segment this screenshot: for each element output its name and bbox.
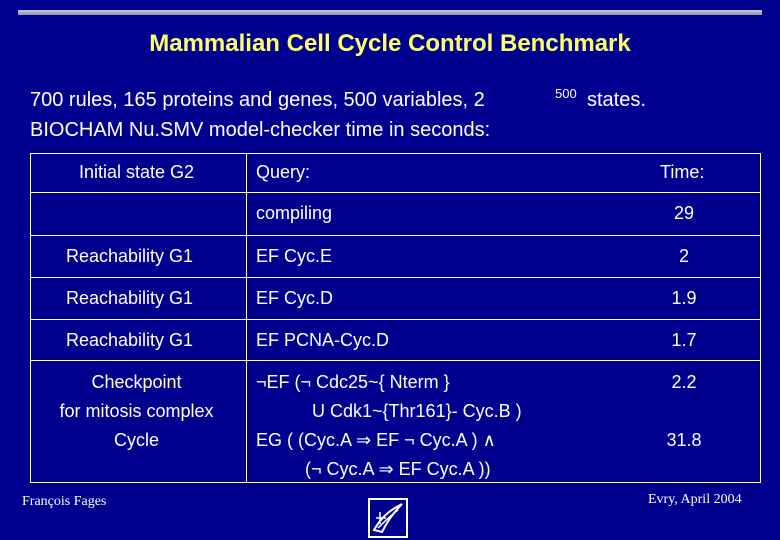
table-row-line	[30, 277, 761, 278]
time-cell: 2	[678, 246, 689, 266]
table-row-line	[30, 360, 761, 361]
checkpoint-query-line: (¬ Cyc.A ⇒ EF Cyc.A ))	[305, 459, 491, 479]
query-cell: EF Cyc.D	[256, 288, 334, 308]
checkpoint-state-line: Checkpoint	[91, 372, 182, 392]
slide-title: Mammalian Cell Cycle Control Benchmark	[149, 30, 631, 57]
footer-author: François Fages	[22, 494, 107, 509]
checkpoint-state-line: for mitosis complex	[59, 401, 214, 421]
table-row-line	[30, 235, 761, 236]
institution-logo-icon	[368, 498, 408, 538]
intro-line-2: BIOCHAM Nu.SMV model-checker time in sec…	[30, 119, 491, 141]
table-divider-1	[246, 153, 247, 483]
checkpoint-query-line: EG ( (Cyc.A ⇒ EF ¬ Cyc.A ) ∧	[256, 430, 496, 450]
header-query: Query:	[256, 162, 311, 182]
table-border-bottom	[30, 482, 761, 483]
state-cell: Reachability G1	[66, 288, 194, 308]
intro-tail: states.	[587, 89, 646, 111]
query-cell: compiling	[256, 203, 333, 223]
query-cell: EF PCNA-Cyc.D	[256, 330, 390, 350]
top-rule	[18, 10, 762, 15]
time-cell: 1.7	[671, 330, 697, 350]
table-row-line	[30, 192, 761, 193]
time-cell: 29	[673, 203, 695, 223]
time-cell: 31.8	[666, 430, 702, 450]
table-border-left	[30, 153, 31, 483]
header-initial-state: Initial state G2	[78, 162, 195, 182]
footer-place-date: Evry, April 2004	[648, 492, 742, 507]
intro-superscript: 500	[555, 86, 577, 101]
header-time: Time:	[660, 162, 705, 182]
checkpoint-query-line: U Cdk1~{Thr161}- Cyc.B )	[312, 401, 522, 421]
state-cell: Reachability G1	[66, 330, 194, 350]
checkpoint-query-line: ¬EF (¬ Cdc25~{ Nterm }	[256, 372, 450, 392]
table-border-right	[760, 153, 761, 483]
state-cell: Reachability G1	[66, 246, 194, 266]
intro-line-1: 700 rules, 165 proteins and genes, 500 v…	[30, 89, 485, 111]
time-cell: 1.9	[671, 288, 697, 308]
checkpoint-state-line: Cycle	[113, 430, 159, 450]
query-cell: EF Cyc.E	[256, 246, 333, 266]
table-row-line	[30, 319, 761, 320]
table-border-top	[30, 153, 761, 154]
time-cell: 2.2	[671, 372, 697, 392]
